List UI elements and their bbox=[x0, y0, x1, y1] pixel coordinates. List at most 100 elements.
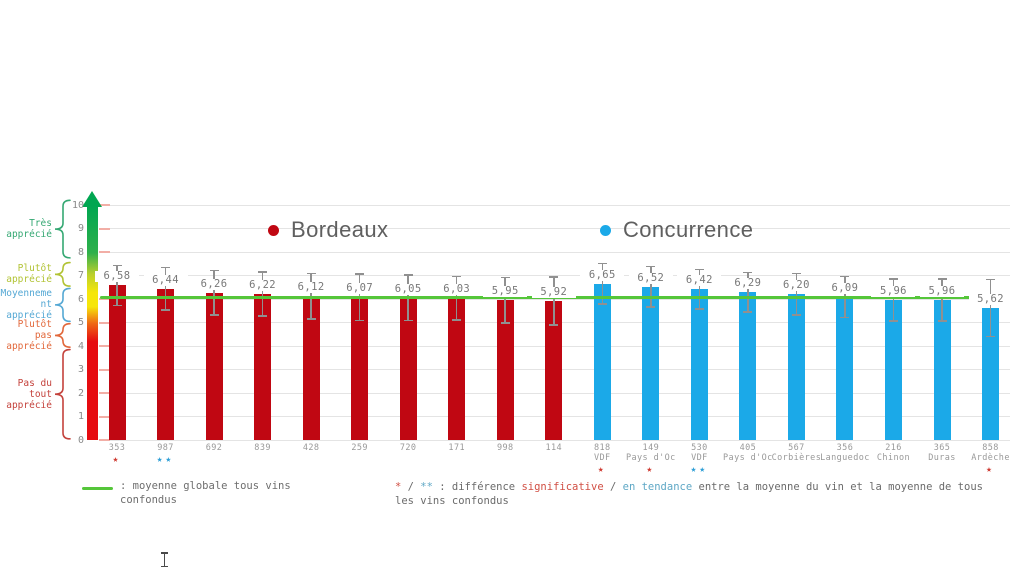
error-bar bbox=[116, 264, 118, 307]
y-tick-label: 3 bbox=[77, 364, 84, 375]
bar-appellation: VDF bbox=[691, 453, 708, 463]
gridline bbox=[100, 228, 1010, 229]
error-bar-cap-top bbox=[452, 275, 462, 278]
scale-label-line: Pas du bbox=[17, 377, 52, 389]
error-bar-cap-top bbox=[355, 273, 365, 275]
error-bar bbox=[698, 268, 701, 310]
y-tick-label: 8 bbox=[77, 246, 84, 258]
error-bar-cap-top bbox=[258, 271, 268, 273]
error-bar bbox=[261, 271, 264, 317]
bar-405 bbox=[739, 292, 757, 440]
significance-stars: ★ bbox=[986, 464, 995, 475]
error-bar-cap-bottom bbox=[355, 319, 365, 322]
stars-legend-line: les vins confondus bbox=[395, 495, 1015, 509]
error-bar-cap-bottom bbox=[452, 319, 462, 321]
bar-value-label: 5,96 bbox=[920, 285, 964, 297]
bar-x-label: 405 Pays d'Oc bbox=[719, 443, 777, 463]
significance-stars: ★★ bbox=[156, 454, 175, 465]
mean-legend-line1: : moyenne globale tous vins bbox=[120, 480, 291, 492]
bar-365 bbox=[933, 299, 951, 440]
error-bar bbox=[504, 276, 506, 324]
bar-code: 171 bbox=[448, 443, 465, 453]
gridline bbox=[100, 251, 1010, 253]
stars-legend-part: ** bbox=[420, 481, 433, 493]
significance-stars: ★ bbox=[112, 454, 122, 465]
scale-label-moyennement-apprecie: Moyenneme nt apprécié bbox=[0, 288, 52, 321]
error-bar-cap-bottom bbox=[888, 320, 898, 322]
stars-legend-line: * / ** : différence significative / en t… bbox=[395, 481, 1015, 495]
error-bar-cap-top bbox=[791, 272, 801, 275]
error-bar bbox=[650, 265, 652, 308]
axis-tick-stub bbox=[99, 251, 110, 253]
bar-code: 692 bbox=[205, 443, 223, 453]
error-bar-cap-top bbox=[694, 268, 704, 271]
bar-appellation: Chinon bbox=[876, 453, 911, 463]
axis-tick-stub bbox=[99, 321, 110, 324]
scale-label-line: Moyenneme bbox=[0, 288, 52, 300]
scale-label-line: apprécié bbox=[6, 399, 52, 411]
bar-value-label: 6,65 bbox=[580, 269, 625, 281]
bar-692 bbox=[205, 292, 223, 440]
bar-value-label: 6,20 bbox=[774, 280, 819, 292]
error-bar-cap-bottom bbox=[549, 324, 559, 326]
bar-818 bbox=[593, 283, 611, 440]
bar-x-label: 353 ★ bbox=[88, 443, 146, 465]
error-bar-cap-top bbox=[500, 276, 510, 279]
bar-353 bbox=[108, 285, 126, 440]
significance-stars: ★ bbox=[646, 464, 656, 475]
text-cursor-icon bbox=[160, 552, 169, 567]
scale-label-line: Plutôt bbox=[17, 263, 52, 275]
bar-x-label: 171 bbox=[428, 443, 486, 453]
bar-x-label: 692 bbox=[185, 443, 243, 453]
legend-label-bordeaux: Bordeaux bbox=[291, 217, 389, 242]
scale-label-plutot-apprecie: Plutôt apprécié bbox=[0, 263, 52, 285]
stars-legend-part: : différence bbox=[432, 481, 522, 493]
error-bar-cap-top bbox=[306, 272, 316, 275]
y-tick-label: 1 bbox=[77, 411, 84, 422]
bar-value-label: 5,96 bbox=[871, 285, 916, 297]
error-bar-cap-bottom bbox=[209, 314, 219, 316]
scale-label-line: nt bbox=[40, 299, 52, 311]
bar-428 bbox=[302, 296, 320, 440]
y-tick-label: 2 bbox=[77, 387, 84, 399]
gridline bbox=[100, 275, 1010, 276]
scale-label-tres-apprecie: Très apprécié bbox=[0, 218, 52, 240]
bar-x-label: 720 bbox=[379, 443, 437, 453]
bar-x-label: 259 bbox=[331, 443, 389, 453]
bar-x-label: 998 bbox=[476, 443, 534, 453]
bar-858 bbox=[982, 307, 1000, 440]
bar-code: 216 bbox=[885, 443, 902, 453]
bar-149 bbox=[642, 286, 660, 440]
y-axis-arrow-icon bbox=[82, 191, 102, 207]
error-bar-cap-bottom bbox=[500, 322, 510, 324]
bar-x-label: 428 bbox=[282, 443, 340, 453]
error-bar-cap-bottom bbox=[694, 308, 704, 310]
scale-label-line: Très bbox=[29, 218, 52, 230]
axis-tick-stub bbox=[99, 415, 110, 418]
bar-code: 353 bbox=[108, 443, 126, 453]
bar-114 bbox=[545, 300, 563, 440]
y-tick-label: 4 bbox=[77, 340, 84, 352]
bar-code: 530 bbox=[691, 443, 708, 453]
bar-appellation: Corbières bbox=[771, 453, 822, 463]
error-bar bbox=[941, 278, 943, 322]
error-bar bbox=[164, 266, 167, 311]
axis-tick-stub bbox=[99, 298, 110, 300]
bar-code: 365 bbox=[933, 443, 951, 453]
error-bar-cap-top bbox=[888, 278, 898, 280]
bar-code: 114 bbox=[545, 443, 563, 453]
bar-x-label: 530 VDF ★★ bbox=[670, 443, 728, 475]
bar-code: 405 bbox=[739, 443, 757, 453]
error-bar-cap-top bbox=[646, 265, 656, 268]
bar-value-label: 6,29 bbox=[725, 278, 770, 290]
legend-item-bordeaux: Bordeaux bbox=[268, 216, 388, 244]
scale-label-plutot-pas-apprecie: Plutôt pas apprécié bbox=[0, 319, 52, 352]
mean-line-swatch bbox=[82, 487, 113, 490]
bar-code: 987 bbox=[157, 443, 174, 453]
bar-998 bbox=[496, 300, 514, 440]
error-bar-cap-top bbox=[549, 276, 559, 278]
error-bar bbox=[892, 278, 895, 322]
error-bar-cap-bottom bbox=[986, 335, 996, 338]
bar-839 bbox=[254, 293, 272, 440]
